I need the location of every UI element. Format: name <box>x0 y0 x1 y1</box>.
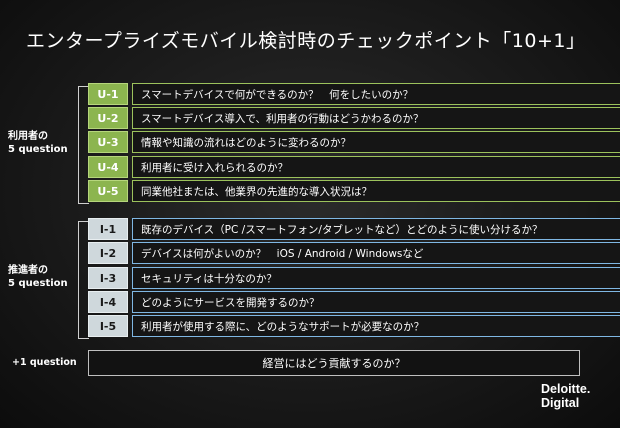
promoter-group-label: 推進者の 5 question <box>8 264 68 290</box>
promoter-group-label-line2: 5 question <box>8 278 68 289</box>
question-text: 同業他社または、他業界の先進的な導入状況は？ <box>132 180 620 202</box>
question-text: 利用者が使用する際に、どのようなサポートが必要なのか？ <box>132 315 620 337</box>
question-code: U-1 <box>88 83 128 105</box>
question-text: スマートデバイスで何ができるのか？ 何をしたいのか？ <box>132 83 620 105</box>
user-group-bracket <box>78 86 89 204</box>
question-code: I-3 <box>88 267 128 289</box>
plus-one-label: +1 question <box>12 357 77 368</box>
question-code: I-4 <box>88 291 128 313</box>
promoter-group-bracket <box>78 221 89 339</box>
question-text: 既存のデバイス（PC /スマートフォン/タブレットなど）とどのように使い分けるか… <box>132 218 620 240</box>
question-text: 情報や知識の流れはどのように変わるのか？ <box>132 131 620 153</box>
question-code: I-1 <box>88 218 128 240</box>
question-code: I-5 <box>88 315 128 337</box>
question-code: I-2 <box>88 242 128 264</box>
plus-one-question-text: 経営にはどう貢献するのか？ <box>262 357 406 370</box>
plus-one-question: 経営にはどう貢献するのか？ <box>88 350 580 376</box>
question-text: 利用者に受け入れられるのか？ <box>132 156 620 178</box>
logo-line2: Digital <box>541 396 580 410</box>
question-text: デバイスは何がよいのか？ iOS / Android / Windowsなど <box>132 242 620 264</box>
logo-line1: Deloitte. <box>541 382 591 396</box>
question-code: U-4 <box>88 156 128 178</box>
question-code: U-3 <box>88 131 128 153</box>
question-code: U-5 <box>88 180 128 202</box>
slide-title: エンタープライズモバイル検討時のチェックポイント「10+1」 <box>26 30 586 52</box>
promoter-group-label-line1: 推進者の <box>8 265 48 276</box>
question-text: どのようにサービスを開発するのか？ <box>132 291 620 313</box>
user-group-label-line2: 5 question <box>8 144 68 155</box>
user-group-label-line1: 利用者の <box>8 131 48 142</box>
deloitte-digital-logo: Deloitte. Digital <box>541 382 590 410</box>
question-text: スマートデバイス導入で、利用者の行動はどうかわるのか？ <box>132 107 620 129</box>
user-group-label: 利用者の 5 question <box>8 130 68 156</box>
question-text: セキュリティは十分なのか？ <box>132 267 620 289</box>
question-code: U-2 <box>88 107 128 129</box>
